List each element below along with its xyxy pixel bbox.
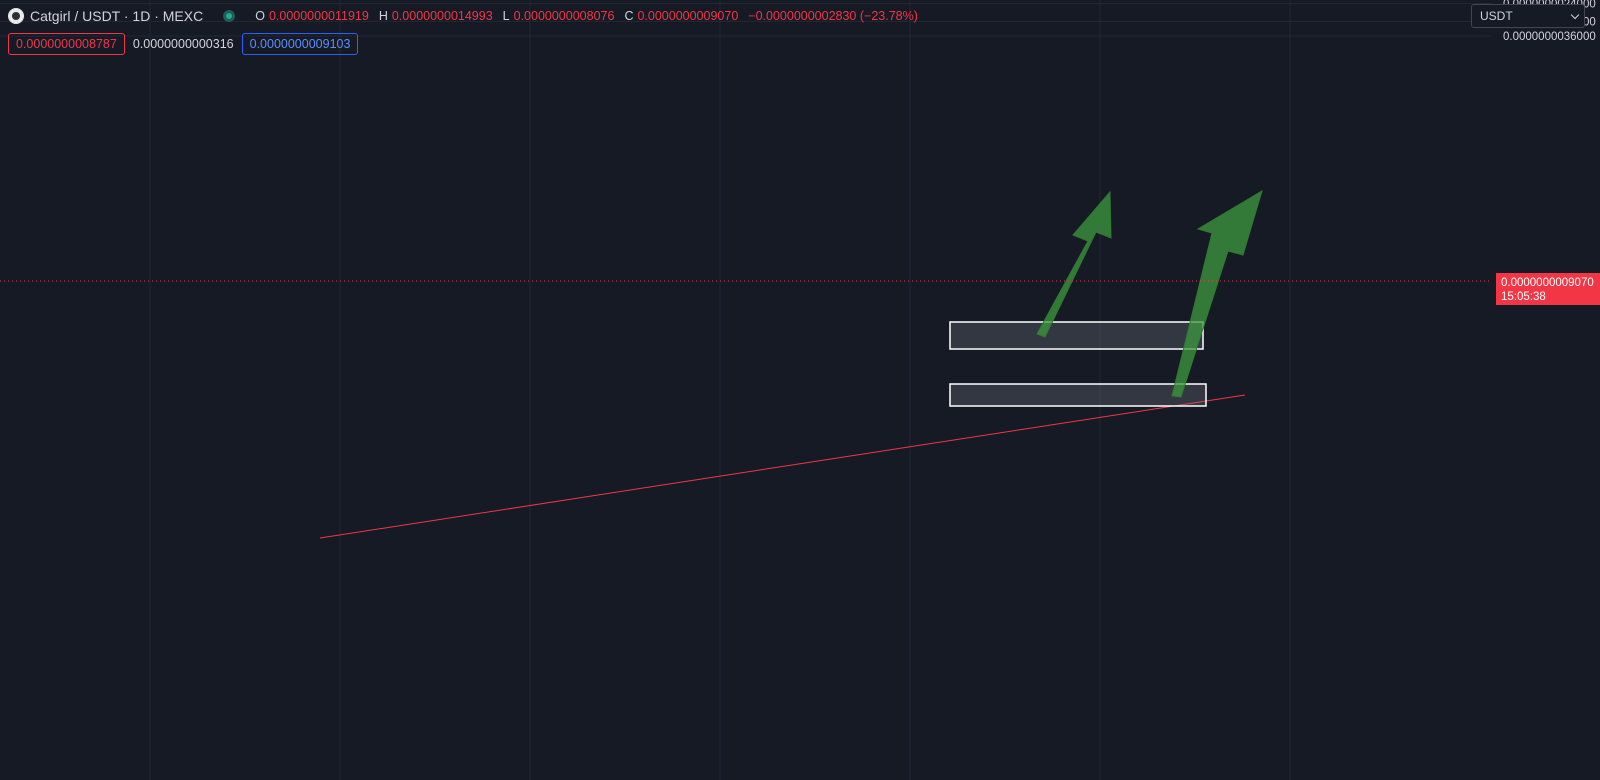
target-arrow-left[interactable] xyxy=(1036,190,1112,338)
demand-zone-lower[interactable] xyxy=(949,383,1207,407)
bar-countdown: 15:05:38 xyxy=(1501,291,1546,303)
symbol-header: Catgirl / USDT · 1D · MEXC O 0.000000001… xyxy=(8,8,918,24)
close-label: C xyxy=(624,9,634,23)
spread-value: 0.0000000000316 xyxy=(132,37,234,51)
low-label: L xyxy=(502,9,510,23)
y-tick-label: 0.0000000036000 xyxy=(1503,31,1596,43)
ohlc-values: O 0.0000000011919 H 0.0000000014993 L 0.… xyxy=(255,9,918,23)
close-value: 0.0000000009070 xyxy=(637,9,739,23)
currency-value: USDT xyxy=(1480,9,1513,23)
chart-grid xyxy=(0,0,1492,780)
high-value: 0.0000000014993 xyxy=(391,9,493,23)
chevron-down-icon xyxy=(1570,10,1580,19)
last-price-value: 0.0000000009070 xyxy=(1501,277,1594,289)
currency-select[interactable]: USDT xyxy=(1471,4,1585,28)
high-label: H xyxy=(378,9,388,23)
open-value: 0.0000000011919 xyxy=(268,9,369,23)
low-value: 0.0000000008076 xyxy=(513,9,615,23)
demand-zone-upper[interactable] xyxy=(949,321,1204,350)
sell-button[interactable]: 0.0000000008787 xyxy=(8,33,125,55)
change-value: −0.0000000002830 (−23.78%) xyxy=(748,9,918,23)
last-price-tag: 0.0000000009070 15:05:38 xyxy=(1496,273,1600,305)
buy-button[interactable]: 0.0000000009103 xyxy=(241,33,359,55)
exchange-logo-icon xyxy=(8,8,24,24)
symbol-title[interactable]: Catgirl / USDT · 1D · MEXC xyxy=(30,8,204,24)
target-arrow-right[interactable] xyxy=(1171,189,1263,398)
trade-buttons: 0.0000000008787 0.0000000000316 0.000000… xyxy=(8,33,359,55)
market-status-icon[interactable] xyxy=(223,10,236,22)
ascending-trendline[interactable] xyxy=(319,394,1246,539)
open-label: O xyxy=(255,9,265,23)
